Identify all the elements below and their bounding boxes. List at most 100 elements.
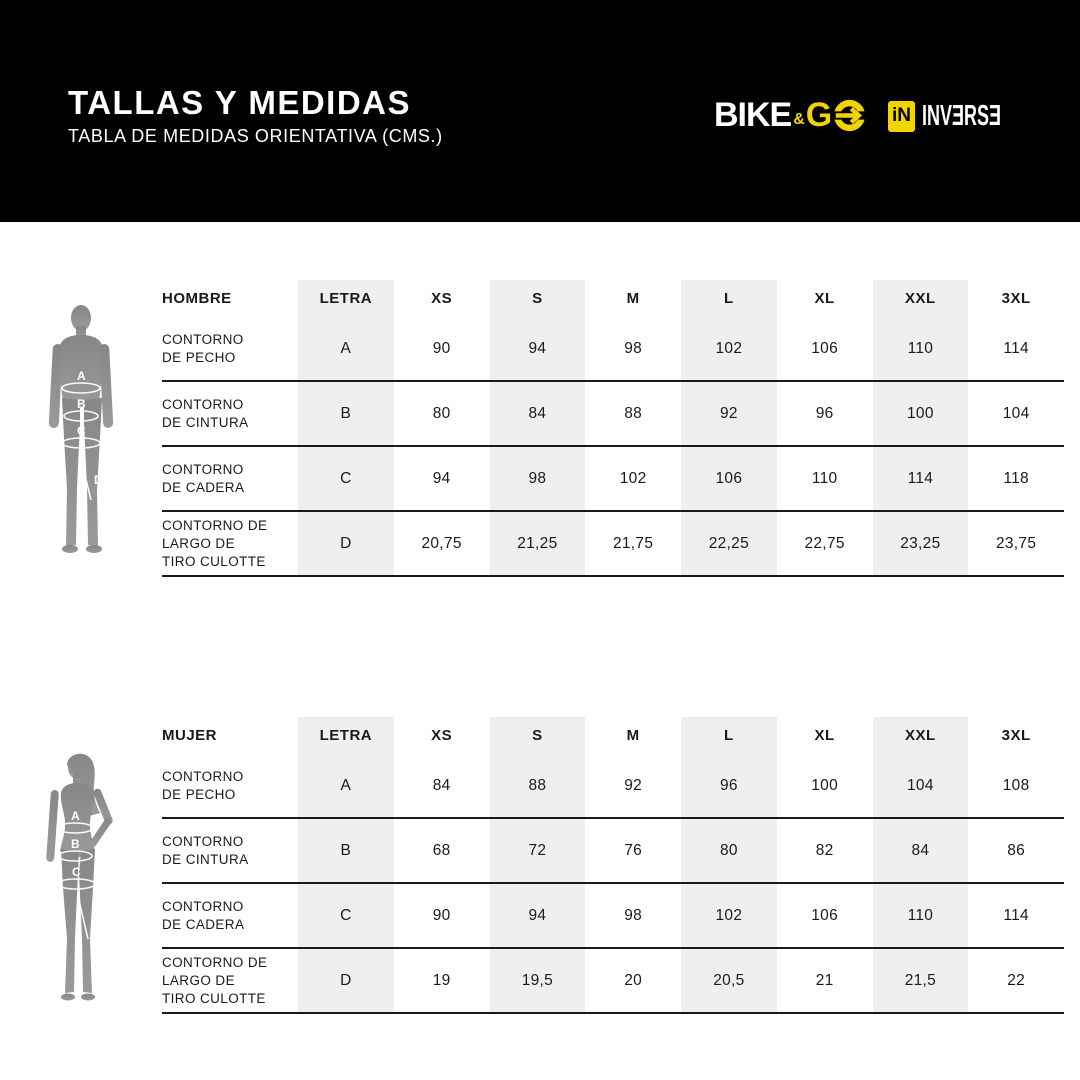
value-cell: 96 <box>681 754 777 819</box>
value-cell: 22 <box>968 949 1064 1014</box>
letter-cell: D <box>298 949 394 1014</box>
female-mark-d: D <box>91 914 100 928</box>
value-cell: 20 <box>585 949 681 1014</box>
value-cell: 88 <box>489 754 586 819</box>
female-mark-c: C <box>72 865 81 879</box>
row-label-inseam: CONTORNO DE LARGO DE TIRO CULOTTE <box>162 949 298 1014</box>
male-mark-c: C <box>77 424 86 438</box>
value-cell: 114 <box>968 884 1064 949</box>
column-header-xl: XL <box>814 727 835 744</box>
column-header-l: L <box>681 717 777 754</box>
male-mark-a: A <box>77 369 86 383</box>
female-body-shape <box>46 753 113 1001</box>
column-header-s: S <box>489 717 586 754</box>
column-header-xl: XL <box>814 290 835 307</box>
value-cell: 19 <box>393 949 490 1014</box>
value-cell: 104 <box>968 382 1064 447</box>
value-cell: 84 <box>489 382 586 447</box>
value-cell: 110 <box>872 317 969 382</box>
value-cell: 72 <box>489 819 586 884</box>
value-cell: 84 <box>393 754 490 819</box>
row-label-hip: CONTORNO DE CADERA <box>162 447 298 512</box>
value-cell: 100 <box>776 754 873 819</box>
page-title: TALLAS Y MEDIDAS <box>68 84 412 121</box>
letter-cell: D <box>298 512 394 577</box>
column-header-letra: LETRA <box>298 717 394 754</box>
value-cell: 106 <box>776 884 873 949</box>
value-cell: 21,5 <box>872 949 969 1014</box>
bikego-logo: BIKE & G <box>714 96 867 134</box>
value-cell: 21 <box>776 949 873 1014</box>
letter-cell: C <box>298 447 394 512</box>
male-measure-lines <box>61 382 101 501</box>
bikego-g: G <box>805 96 833 134</box>
letter-cell: B <box>298 819 394 884</box>
column-header-m: M <box>626 727 640 744</box>
women-size-table: MUJER LETRA XS S M L XL XXL 3XL CONTORNO… <box>162 717 1064 1014</box>
value-cell: 96 <box>776 382 873 447</box>
value-cell: 110 <box>776 447 873 512</box>
value-cell: 22,75 <box>776 512 873 577</box>
inverse-badge-icon: iN <box>888 100 915 132</box>
value-cell: 92 <box>585 754 681 819</box>
female-mark-a: A <box>71 809 80 823</box>
value-cell: 23,75 <box>968 512 1064 577</box>
value-cell: 19,5 <box>489 949 586 1014</box>
column-header-3xl: 3XL <box>1001 290 1031 307</box>
row-label-chest: CONTORNO DE PECHO <box>162 754 298 819</box>
value-cell: 84 <box>872 819 969 884</box>
value-cell: 80 <box>393 382 490 447</box>
value-cell: 21,75 <box>585 512 681 577</box>
row-label-waist: CONTORNO DE CINTURA <box>162 819 298 884</box>
value-cell: 114 <box>872 447 969 512</box>
female-mark-b: B <box>71 837 80 851</box>
go-arrow-icon <box>833 99 867 131</box>
column-header-m: M <box>626 290 640 307</box>
value-cell: 102 <box>585 447 681 512</box>
bikego-ampersand: & <box>793 111 805 128</box>
value-cell: 20,5 <box>681 949 777 1014</box>
row-label-waist: CONTORNO DE CINTURA <box>162 382 298 447</box>
value-cell: 92 <box>681 382 777 447</box>
male-mark-d: D <box>94 473 103 487</box>
row-label-inseam: CONTORNO DE LARGO DE TIRO CULOTTE <box>162 512 298 577</box>
value-cell: 110 <box>872 884 969 949</box>
value-cell: 98 <box>585 317 681 382</box>
column-header-l: L <box>681 280 777 317</box>
column-header-3xl: 3XL <box>1001 727 1031 744</box>
value-cell: 102 <box>681 317 777 382</box>
male-body-shape <box>48 305 114 553</box>
value-cell: 20,75 <box>393 512 490 577</box>
value-cell: 94 <box>393 447 490 512</box>
male-mark-b: B <box>77 397 86 411</box>
header-band: TALLAS Y MEDIDAS TABLA DE MEDIDAS ORIENT… <box>0 0 1080 222</box>
value-cell: 98 <box>585 884 681 949</box>
value-cell: 108 <box>968 754 1064 819</box>
value-cell: 94 <box>489 884 586 949</box>
value-cell: 118 <box>968 447 1064 512</box>
inverse-logo-text: INVƎRSƎ <box>922 99 1001 132</box>
page-subtitle: TABLA DE MEDIDAS ORIENTATIVA (CMS.) <box>68 126 443 146</box>
value-cell: 21,25 <box>489 512 586 577</box>
value-cell: 88 <box>585 382 681 447</box>
value-cell: 94 <box>489 317 586 382</box>
value-cell: 82 <box>776 819 873 884</box>
value-cell: 90 <box>393 884 490 949</box>
column-header-s: S <box>489 280 586 317</box>
inverse-logo: iN INVƎRSƎ <box>888 100 1049 132</box>
value-cell: 23,25 <box>872 512 969 577</box>
column-header-xs: XS <box>431 727 453 744</box>
value-cell: 76 <box>585 819 681 884</box>
female-measure-lines <box>56 822 96 940</box>
value-cell: 104 <box>872 754 969 819</box>
women-group-header: MUJER <box>162 727 218 744</box>
column-header-xxl: XXL <box>872 280 969 317</box>
value-cell: 86 <box>968 819 1064 884</box>
bikego-logo-text: BIKE <box>714 96 792 134</box>
value-cell: 106 <box>681 447 777 512</box>
column-header-xxl: XXL <box>872 717 969 754</box>
row-label-hip: CONTORNO DE CADERA <box>162 884 298 949</box>
value-cell: 80 <box>681 819 777 884</box>
male-figure-illustration: A B C D <box>48 305 114 553</box>
